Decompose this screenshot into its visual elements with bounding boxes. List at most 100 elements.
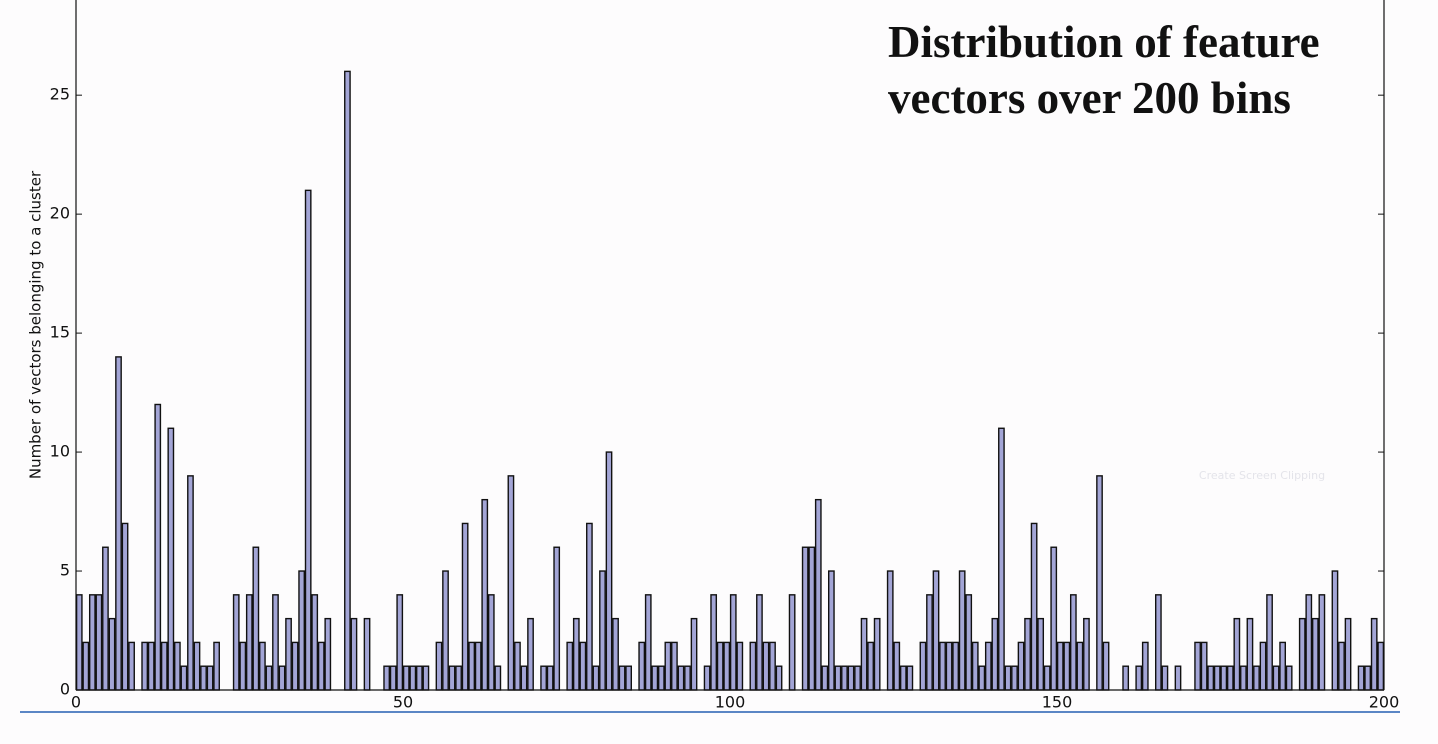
bar (115, 356, 122, 691)
y-tick-label: 5 (60, 561, 70, 580)
bar (651, 665, 659, 691)
bar (1135, 665, 1143, 691)
y-tick-label: 0 (60, 680, 70, 699)
bar (75, 594, 83, 691)
bar (474, 641, 482, 691)
bar (468, 641, 476, 691)
bar (625, 665, 633, 691)
bar (1272, 665, 1280, 691)
bar (841, 665, 848, 691)
bar (566, 641, 574, 691)
bar (265, 665, 273, 691)
bar (527, 617, 534, 691)
bar (1063, 641, 1071, 691)
bar (1318, 594, 1326, 691)
bar (703, 665, 711, 691)
y-axis-label: Number of vectors belonging to a cluster (27, 170, 45, 479)
bar (1056, 641, 1064, 691)
bar (102, 546, 109, 691)
bar (232, 594, 240, 691)
bar (160, 641, 168, 691)
bar (873, 617, 881, 691)
bar (128, 641, 135, 691)
bar (860, 617, 868, 691)
bar (461, 522, 469, 691)
bar (599, 570, 606, 691)
bar (749, 641, 757, 691)
bar (690, 617, 698, 691)
bar (710, 594, 718, 691)
bar (147, 641, 155, 691)
bar (723, 641, 731, 691)
bar (1017, 641, 1025, 691)
bar (520, 665, 528, 691)
bar (1011, 665, 1018, 691)
bar (1226, 665, 1234, 691)
bar (958, 570, 966, 691)
bar (828, 570, 835, 691)
bar (1043, 665, 1051, 691)
bar (317, 641, 325, 691)
bar (886, 570, 894, 691)
bar (455, 665, 462, 691)
bar (245, 594, 253, 691)
bar (1200, 641, 1208, 691)
bar (801, 546, 809, 691)
bar (1253, 665, 1260, 691)
bar (1338, 641, 1345, 691)
bar (1357, 665, 1365, 691)
bar (1069, 594, 1077, 691)
bar (1050, 546, 1058, 691)
bar (612, 617, 619, 691)
bar (180, 665, 188, 691)
bar (1213, 665, 1221, 691)
bar (775, 665, 783, 691)
bar (867, 641, 874, 691)
bar (716, 641, 724, 691)
bar (684, 665, 691, 691)
bar (579, 641, 587, 691)
bar (971, 641, 979, 691)
bar (82, 641, 90, 691)
bar (919, 641, 927, 691)
bar (1279, 641, 1286, 691)
bar (1220, 665, 1228, 691)
bar (494, 665, 502, 691)
bar (605, 451, 613, 691)
bar (978, 665, 986, 691)
y-tick-label: 10 (50, 442, 70, 461)
bar (644, 594, 652, 691)
bar (1174, 665, 1182, 691)
bar (677, 665, 685, 691)
bar (1285, 665, 1293, 691)
bar (389, 665, 397, 691)
bar (592, 665, 600, 691)
bar (507, 475, 515, 691)
y-tick-label: 20 (50, 204, 70, 223)
bar (173, 641, 181, 691)
bar (402, 665, 410, 691)
bar (729, 594, 737, 691)
bar (200, 665, 207, 691)
bar (1259, 641, 1267, 691)
bar (991, 617, 999, 691)
chart-title: Distribution of feature vectors over 200… (888, 17, 1320, 123)
bar (671, 641, 678, 691)
bar (304, 189, 312, 691)
bar (252, 546, 260, 691)
bar (1024, 617, 1031, 691)
bar (1364, 665, 1372, 691)
bar (1370, 617, 1378, 691)
bar (808, 546, 816, 691)
bar (272, 594, 279, 691)
bar (618, 665, 626, 691)
bar (193, 641, 201, 691)
bar (363, 617, 371, 691)
annotation: Create Screen Clipping (1199, 469, 1325, 482)
bar (206, 665, 214, 691)
bar (540, 665, 547, 691)
bar (664, 641, 672, 691)
bar (487, 594, 495, 691)
